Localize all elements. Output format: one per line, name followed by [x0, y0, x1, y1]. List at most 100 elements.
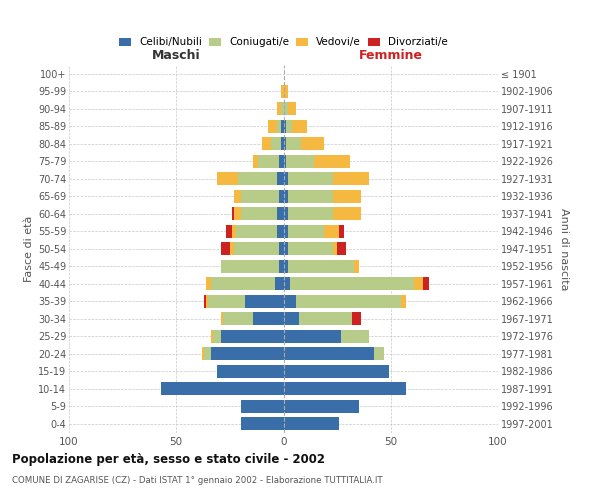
Bar [232, 224, 236, 238]
Bar [268, 120, 277, 133]
Bar [277, 102, 281, 116]
Bar [301, 137, 324, 150]
Bar [354, 260, 359, 273]
Bar [241, 400, 284, 413]
Bar [277, 172, 284, 186]
Bar [217, 364, 284, 378]
Bar [234, 242, 279, 256]
Bar [352, 312, 361, 326]
Bar [415, 277, 423, 290]
Bar [221, 312, 223, 326]
Bar [279, 242, 284, 256]
Bar [288, 224, 324, 238]
Bar [284, 382, 406, 396]
Bar [253, 312, 284, 326]
Bar [211, 330, 213, 343]
Y-axis label: Fasce di età: Fasce di età [23, 216, 34, 282]
Bar [204, 294, 206, 308]
Bar [221, 242, 230, 256]
Bar [284, 400, 359, 413]
Bar [230, 242, 234, 256]
Bar [374, 347, 385, 360]
Bar [277, 207, 284, 220]
Bar [284, 417, 339, 430]
Bar [221, 260, 279, 273]
Bar [324, 224, 339, 238]
Text: COMUNE DI ZAGARISE (CZ) - Dati ISTAT 1° gennaio 2002 - Elaborazione TUTTITALIA.I: COMUNE DI ZAGARISE (CZ) - Dati ISTAT 1° … [12, 476, 383, 485]
Text: Maschi: Maschi [152, 50, 200, 62]
Bar [202, 347, 204, 360]
Bar [241, 207, 277, 220]
Bar [281, 84, 284, 98]
Bar [221, 330, 284, 343]
Bar [288, 102, 296, 116]
Bar [284, 137, 286, 150]
Bar [299, 312, 352, 326]
Bar [288, 190, 333, 203]
Bar [281, 120, 284, 133]
Bar [337, 242, 346, 256]
Bar [277, 120, 281, 133]
Bar [204, 347, 211, 360]
Bar [288, 242, 333, 256]
Bar [288, 172, 333, 186]
Bar [279, 260, 284, 273]
Bar [286, 120, 292, 133]
Bar [271, 137, 281, 150]
Bar [284, 84, 288, 98]
Bar [275, 277, 284, 290]
Bar [223, 312, 253, 326]
Bar [284, 190, 288, 203]
Bar [284, 224, 288, 238]
Bar [284, 102, 288, 116]
Bar [290, 277, 415, 290]
Bar [226, 224, 232, 238]
Bar [333, 207, 361, 220]
Bar [279, 190, 284, 203]
Bar [284, 260, 288, 273]
Bar [284, 120, 286, 133]
Bar [284, 294, 296, 308]
Bar [281, 137, 284, 150]
Bar [288, 207, 333, 220]
Bar [208, 294, 245, 308]
Bar [236, 224, 277, 238]
Bar [333, 242, 337, 256]
Bar [284, 277, 290, 290]
Bar [286, 137, 301, 150]
Bar [284, 312, 299, 326]
Bar [314, 154, 350, 168]
Text: Femmine: Femmine [359, 50, 423, 62]
Bar [296, 294, 401, 308]
Bar [253, 154, 258, 168]
Bar [288, 260, 354, 273]
Bar [245, 294, 284, 308]
Bar [234, 190, 241, 203]
Bar [284, 364, 389, 378]
Bar [341, 330, 370, 343]
Bar [284, 172, 288, 186]
Bar [206, 294, 208, 308]
Bar [333, 172, 370, 186]
Bar [217, 172, 238, 186]
Bar [211, 347, 284, 360]
Bar [238, 172, 277, 186]
Bar [281, 102, 284, 116]
Bar [284, 154, 286, 168]
Y-axis label: Anni di nascita: Anni di nascita [559, 208, 569, 290]
Bar [284, 207, 288, 220]
Bar [286, 154, 314, 168]
Bar [258, 154, 279, 168]
Bar [241, 190, 279, 203]
Bar [234, 207, 241, 220]
Bar [206, 277, 211, 290]
Bar [339, 224, 344, 238]
Bar [284, 242, 288, 256]
Bar [284, 347, 374, 360]
Bar [161, 382, 284, 396]
Bar [401, 294, 406, 308]
Bar [211, 277, 275, 290]
Bar [279, 154, 284, 168]
Legend: Celibi/Nubili, Coniugati/e, Vedovi/e, Divorziati/e: Celibi/Nubili, Coniugati/e, Vedovi/e, Di… [117, 36, 450, 50]
Bar [423, 277, 430, 290]
